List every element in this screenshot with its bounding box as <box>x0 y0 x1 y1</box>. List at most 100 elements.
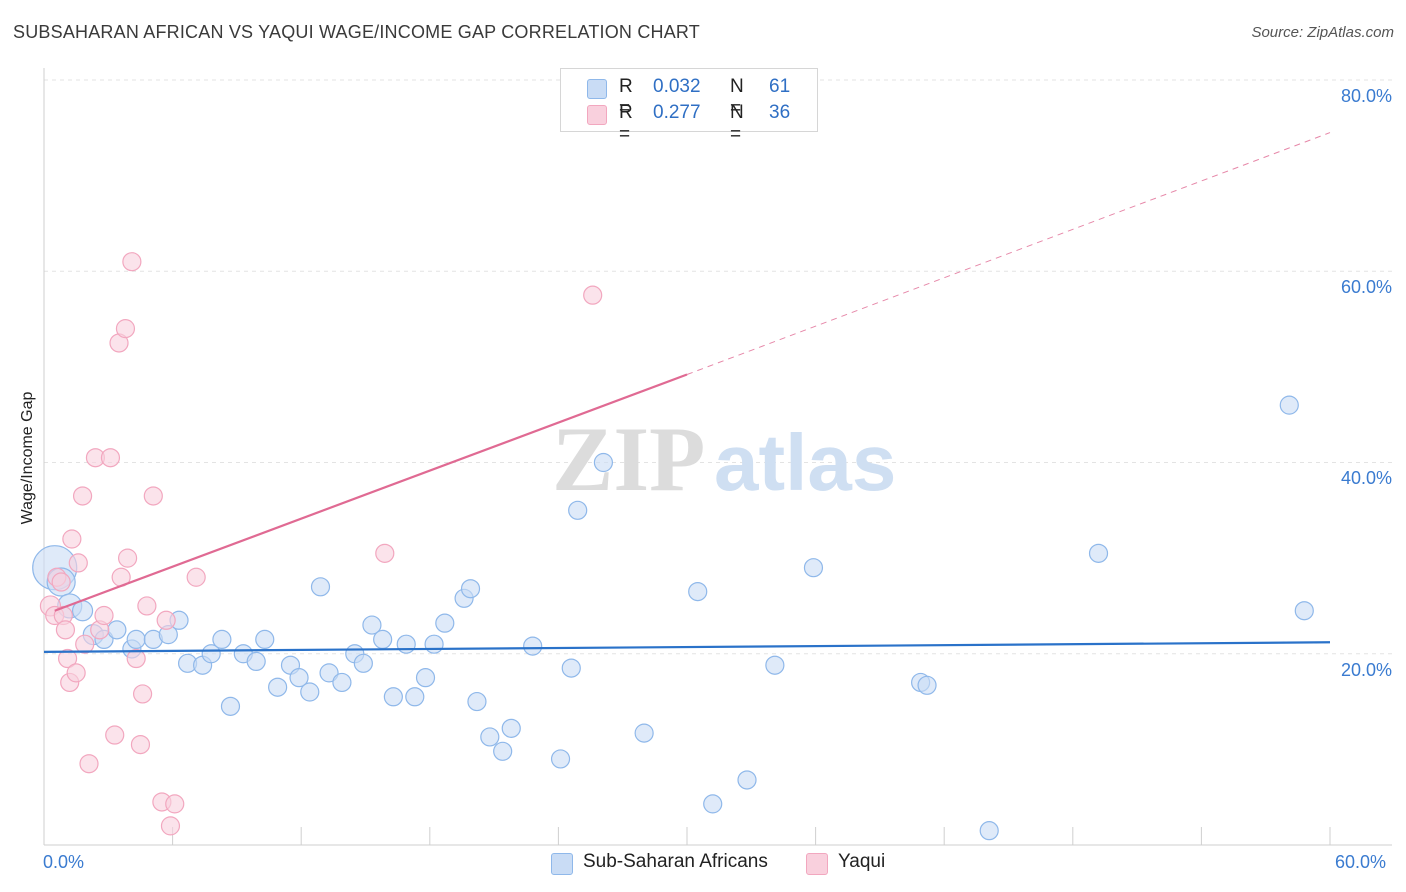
point-yaqui-25 <box>130 734 151 755</box>
point-sub-saharan-32 <box>396 634 416 654</box>
point-sub-saharan-46 <box>568 500 588 520</box>
y-axis-label: Wage/Income Gap <box>19 391 36 525</box>
legend-swatch-blue <box>551 853 573 875</box>
point-yaqui-34 <box>375 543 395 563</box>
point-sub-saharan-24 <box>310 577 331 597</box>
watermark-atlas: atlas <box>714 418 896 507</box>
point-sub-saharan-20 <box>268 677 288 697</box>
point-sub-saharan-34 <box>415 668 436 688</box>
point-sub-saharan-50 <box>703 794 723 814</box>
n-value: 36 <box>769 102 791 123</box>
point-yaqui-30 <box>156 610 176 630</box>
axes <box>43 68 1392 846</box>
y-tick-40: 40.0% <box>1340 468 1392 488</box>
point-sub-saharan-49 <box>688 581 708 602</box>
point-sub-saharan-28 <box>353 653 373 673</box>
r-label: R = <box>619 102 633 145</box>
point-sub-saharan-29 <box>362 615 382 635</box>
source-label: Source: ZipAtlas.com <box>1251 24 1394 41</box>
legend-label: Sub-Saharan Africans <box>583 851 768 872</box>
point-sub-saharan-47 <box>593 452 614 473</box>
point-sub-saharan-56 <box>979 821 999 841</box>
chart-title: SUBSAHARAN AFRICAN VS YAQUI WAGE/INCOME … <box>13 22 700 42</box>
point-yaqui-8 <box>62 529 82 549</box>
point-sub-saharan-8 <box>126 629 146 650</box>
r-label: R = <box>619 76 633 119</box>
point-sub-saharan-35 <box>424 634 444 654</box>
point-sub-saharan-23 <box>300 682 320 702</box>
point-sub-saharan-53 <box>803 558 824 578</box>
point-yaqui-22 <box>117 548 138 568</box>
point-sub-saharan-14 <box>201 644 221 664</box>
x-tick-max: 60.0% <box>1335 852 1387 872</box>
point-sub-saharan-30 <box>373 629 393 650</box>
point-yaqui-27 <box>137 596 157 616</box>
series-yaqui <box>39 252 603 836</box>
trend-line-1 <box>54 373 688 612</box>
stats-legend: R = 0.032 N = 61 R = 0.277 N = 36 <box>560 68 818 145</box>
point-yaqui-28 <box>143 486 163 506</box>
point-sub-saharan-45 <box>561 658 581 678</box>
point-sub-saharan-38 <box>460 579 481 599</box>
point-yaqui-17 <box>100 448 121 468</box>
point-sub-saharan-55 <box>917 675 937 695</box>
point-sub-saharan-42 <box>501 718 521 738</box>
swatch-blue <box>587 79 607 99</box>
point-sub-saharan-25 <box>319 663 339 683</box>
point-sub-saharan-52 <box>765 655 785 675</box>
point-yaqui-21 <box>115 319 136 339</box>
trend-line-ext-1 <box>686 132 1331 375</box>
grid-lines <box>44 79 1392 655</box>
point-sub-saharan-58 <box>1279 395 1299 415</box>
n-label: N = <box>730 76 744 119</box>
point-sub-saharan-44 <box>550 749 571 769</box>
point-sub-saharan-41 <box>493 741 513 761</box>
point-sub-saharan-22 <box>289 668 309 688</box>
point-sub-saharan-40 <box>480 727 500 747</box>
point-yaqui-31 <box>160 816 181 836</box>
point-yaqui-10 <box>68 553 88 573</box>
y-tick-80: 80.0% <box>1340 86 1392 106</box>
legend-label: Yaqui <box>838 851 886 872</box>
y-tick-60: 60.0% <box>1340 277 1392 297</box>
point-sub-saharan-51 <box>737 770 757 790</box>
point-yaqui-13 <box>79 754 99 774</box>
point-sub-saharan-39 <box>467 691 487 712</box>
point-yaqui-9 <box>66 663 86 683</box>
point-yaqui-12 <box>75 634 95 654</box>
point-sub-saharan-16 <box>220 696 241 716</box>
point-sub-saharan-6 <box>107 620 127 640</box>
point-sub-saharan-18 <box>246 651 266 672</box>
point-sub-saharan-36 <box>435 613 455 633</box>
point-sub-saharan-19 <box>255 629 275 650</box>
x-tick-min: 0.0% <box>43 852 85 872</box>
r-value: 0.277 <box>653 102 701 123</box>
point-yaqui-23 <box>122 252 142 272</box>
point-sub-saharan-59 <box>1294 601 1314 621</box>
legend-swatch-pink <box>806 853 828 875</box>
point-sub-saharan-43 <box>523 636 543 656</box>
point-yaqui-26 <box>132 684 153 704</box>
point-yaqui-33 <box>186 567 206 587</box>
point-sub-saharan-48 <box>634 723 654 743</box>
point-yaqui-16 <box>94 605 114 626</box>
watermark-zip: ZIP <box>552 408 705 510</box>
n-label: N = <box>730 102 744 145</box>
n-value: 61 <box>769 76 791 97</box>
point-yaqui-3 <box>51 572 71 592</box>
point-sub-saharan-15 <box>212 629 232 650</box>
point-yaqui-11 <box>72 486 93 506</box>
r-value: 0.032 <box>653 76 701 97</box>
trend-line-0 <box>43 641 1331 653</box>
y-tick-20: 20.0% <box>1340 660 1392 680</box>
point-sub-saharan-31 <box>383 687 403 707</box>
point-sub-saharan-33 <box>405 687 425 707</box>
point-yaqui-24 <box>126 648 146 669</box>
point-yaqui-5 <box>55 620 76 640</box>
trend-lines <box>43 132 1331 653</box>
point-sub-saharan-26 <box>332 672 352 693</box>
swatch-pink <box>587 105 607 125</box>
point-yaqui-32 <box>165 794 185 814</box>
point-sub-saharan-57 <box>1088 543 1109 563</box>
